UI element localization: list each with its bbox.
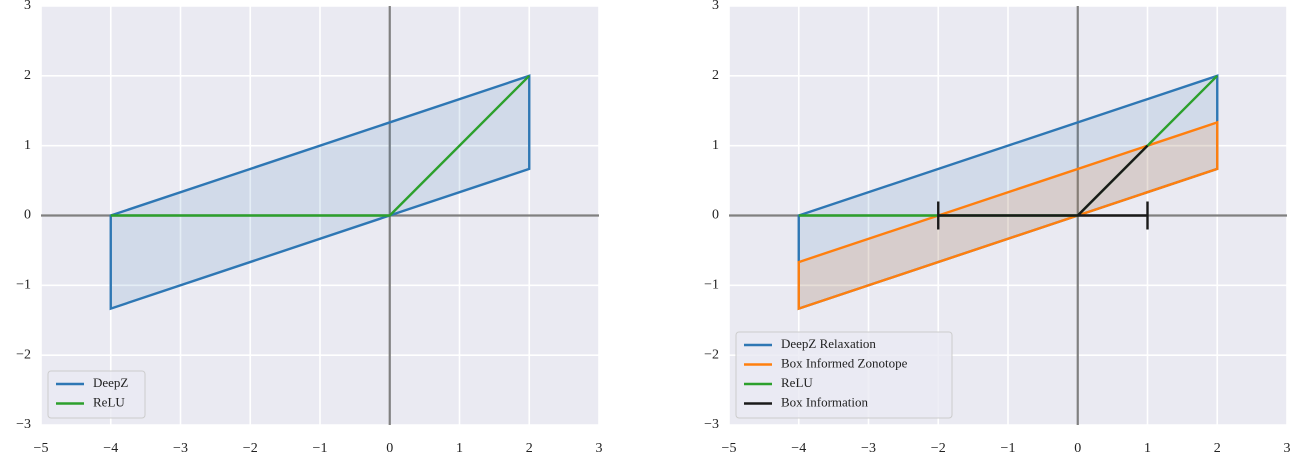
y-tick-label: 1 bbox=[24, 138, 31, 153]
x-tick-label: −2 bbox=[243, 441, 258, 456]
x-tick-label: −5 bbox=[722, 441, 737, 456]
y-tick-label: 3 bbox=[712, 0, 719, 13]
y-tick-label: −1 bbox=[16, 278, 31, 293]
x-tick-label: −1 bbox=[1001, 441, 1016, 456]
x-tick-label: −3 bbox=[861, 441, 876, 456]
x-tick-label: −5 bbox=[34, 441, 49, 456]
x-tick-label: 0 bbox=[1074, 441, 1081, 456]
x-tick-label: 0 bbox=[386, 441, 393, 456]
x-tick-label: 1 bbox=[456, 441, 463, 456]
x-tick-label: −1 bbox=[313, 441, 328, 456]
legend-label: DeepZ Relaxation bbox=[781, 336, 876, 351]
y-tick-label: −2 bbox=[16, 347, 31, 362]
x-tick-label: 2 bbox=[1214, 441, 1221, 456]
line bbox=[937, 144, 1149, 230]
legend-label: DeepZ bbox=[93, 375, 128, 390]
x-tick-label: 3 bbox=[1284, 441, 1291, 456]
legend-box bbox=[47, 370, 146, 419]
x-tick-label: −3 bbox=[173, 441, 188, 456]
axes: −5 −4 −3 −2 −1 0 1 2 3 −3 −2 −1 0 1 2 3 DeepZ ReLU bbox=[16, 0, 602, 456]
x-tick-label: −2 bbox=[931, 441, 946, 456]
y-tick-label: −1 bbox=[704, 278, 719, 293]
legend-label: Box Information bbox=[781, 394, 869, 409]
area bbox=[109, 74, 531, 311]
x-tick-label: −4 bbox=[103, 441, 118, 456]
legend: DeepZ Relaxation Box Informed Zonotope ReL… bbox=[735, 331, 953, 419]
legend: DeepZ ReLU bbox=[47, 370, 146, 419]
y-tick-label: 0 bbox=[712, 208, 719, 223]
x-tick-label: −4 bbox=[791, 441, 806, 456]
axes: −5 −4 −3 −2 −1 0 1 2 3 −3 −2 −1 0 1 2 3 DeepZ Relaxation… bbox=[704, 0, 1290, 456]
legend-label: ReLU bbox=[93, 394, 125, 409]
y-tick-label: 0 bbox=[24, 208, 31, 223]
legend-box bbox=[735, 331, 953, 419]
y-tick-label: −3 bbox=[704, 417, 719, 432]
x-tick-label: 1 bbox=[1144, 441, 1151, 456]
y-tick-label: 2 bbox=[712, 68, 719, 83]
legend-label: ReLU bbox=[781, 375, 813, 390]
y-tick-label: 2 bbox=[24, 68, 31, 83]
y-tick-label: 3 bbox=[24, 0, 31, 13]
y-tick-label: −2 bbox=[704, 347, 719, 362]
legend-label: Box Informed Zonotope bbox=[781, 355, 908, 370]
x-tick-label: 2 bbox=[526, 441, 533, 456]
y-tick-label: −3 bbox=[16, 417, 31, 432]
x-tick-label: 3 bbox=[596, 441, 603, 456]
line bbox=[110, 74, 531, 217]
y-tick-label: 1 bbox=[712, 138, 719, 153]
